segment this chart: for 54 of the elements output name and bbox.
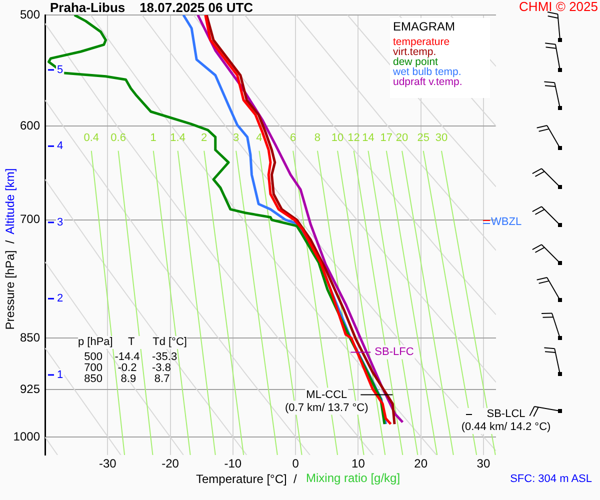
annotation: SB-LCL (0.44 km/ 14.2 °C) — [458, 408, 554, 434]
annotation: p [hPa] T Td [°C] — [78, 336, 187, 349]
annotation: ML-CCL (0.7 km/ 13.7 °C) — [285, 388, 368, 414]
annotation: 0.4 — [84, 132, 99, 144]
annotation: 8 — [314, 132, 321, 144]
chart-title: Praha-Libus 18.07.2025 06 UTC — [50, 0, 254, 15]
x-tick-label: 10 — [352, 456, 366, 471]
annotation: 700 -0.2 -3.8 — [83, 362, 171, 374]
y2-tick-label: 5 — [57, 64, 64, 76]
annotation: 17 — [380, 132, 393, 144]
annotation: 1.4 — [170, 132, 186, 144]
annotation: 30 — [435, 132, 448, 144]
x-tick-label: -20 — [162, 456, 180, 471]
y-tick-label: 700 — [20, 212, 40, 226]
y-tick-label: 600 — [20, 118, 40, 132]
annotation: 1 — [150, 132, 156, 144]
y-tick-label: 850 — [20, 330, 40, 344]
y2-tick-label: 2 — [57, 292, 64, 305]
legend-title: EMAGRAM — [393, 19, 456, 34]
annotation: 25 — [417, 132, 430, 144]
y-tick-label: 1000 — [13, 429, 40, 444]
y-axis-title: Pressure [hPa] / Altitude [km] — [3, 168, 17, 330]
x-tick-label: 30 — [476, 456, 490, 471]
annotation: 12 — [348, 132, 360, 144]
x-axis-title: Temperature [°C] / — [196, 472, 297, 486]
x-tick-label: -10 — [224, 456, 242, 471]
x-tick-label: 20 — [414, 456, 428, 471]
text: udpraft v.temp. — [393, 76, 462, 88]
annotation: 2 — [201, 132, 208, 144]
y2-tick-label: 4 — [57, 140, 64, 152]
x-tick-label: -30 — [98, 456, 117, 471]
annotation: 10 — [331, 132, 344, 144]
text: temperature — [393, 36, 450, 48]
annotation: WBZL — [491, 216, 522, 229]
text: CHMI © 2025 — [519, 0, 598, 14]
y-tick-label: 500 — [20, 7, 40, 22]
annotation: 4 — [256, 132, 262, 144]
x-tick-label: 0 — [292, 456, 300, 471]
text: Mixing ratio [g/kg] — [306, 471, 400, 485]
y2-tick-label: 1 — [57, 368, 64, 381]
annotation: 3 — [232, 132, 240, 144]
text: virt.temp. — [393, 46, 436, 58]
annotation: SB-LFC — [374, 346, 414, 358]
annotation: 850 8.9 8.7 — [83, 373, 170, 386]
annotation: 20 — [396, 132, 408, 144]
annotation: 500 -14.4 -35.3 — [83, 351, 178, 363]
annotation: 0.6 — [110, 132, 126, 144]
y-tick-label: 925 — [20, 382, 40, 396]
annotation: 6 — [290, 132, 296, 144]
y2-tick-label: 3 — [57, 216, 64, 228]
annotation: 14 — [362, 132, 374, 144]
text: wet bulb temp. — [392, 66, 462, 78]
text: dew point — [393, 56, 438, 68]
text: SFC: 304 m ASL — [510, 473, 592, 486]
